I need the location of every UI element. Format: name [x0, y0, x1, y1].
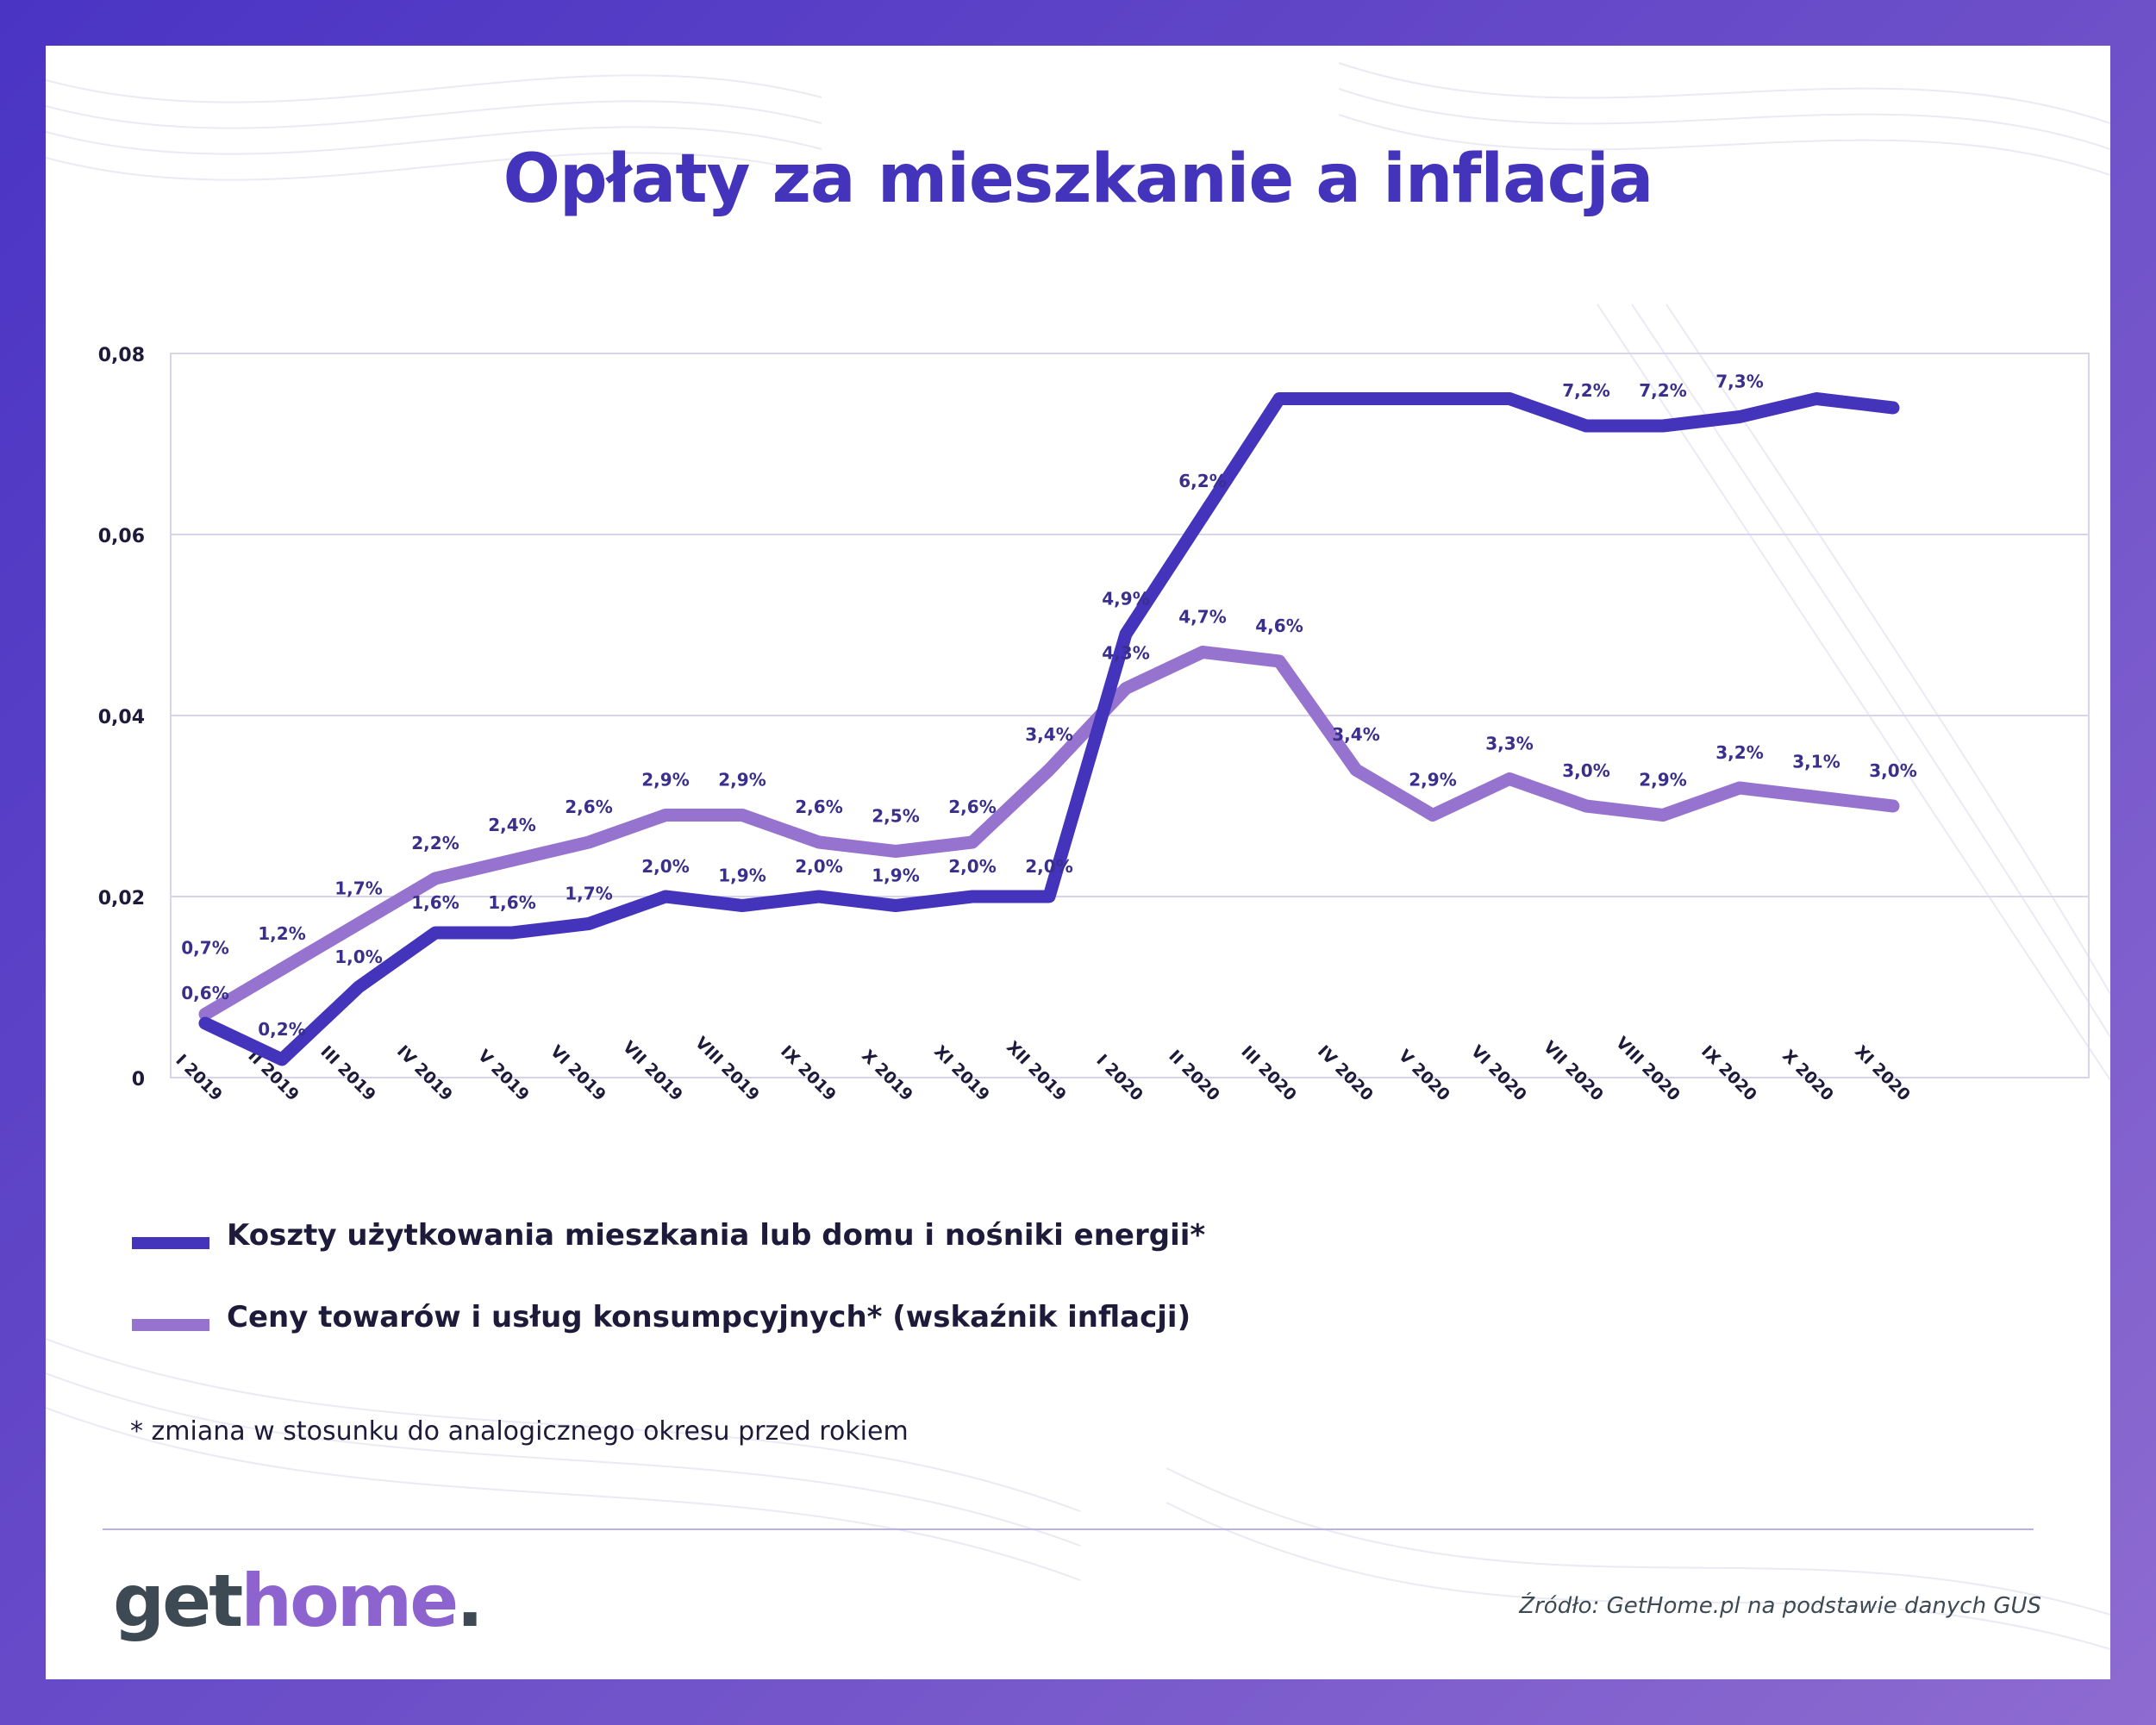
y-tick-label: 0,06 — [98, 526, 145, 547]
line-chart: 00,020,040,060,08I 2019 II 2019 III 2019 IV… — [98, 345, 2090, 1105]
x-tick-label: X 2019 — [858, 1047, 916, 1105]
x-tick-label: V 2020 — [1395, 1047, 1453, 1105]
x-tick-label: III 2020 — [1237, 1042, 1300, 1105]
data-label-inflation: 0,7% — [181, 938, 228, 959]
data-label-inflation: 1,7% — [334, 878, 382, 899]
y-tick-label: 0,02 — [98, 888, 145, 909]
data-label-housing-costs: 7,2% — [1639, 380, 1686, 401]
data-label-housing-costs: 1,7% — [565, 884, 612, 904]
data-label-inflation: 2,9% — [1639, 770, 1686, 791]
x-tick-label: VI 2020 — [1467, 1042, 1530, 1105]
data-label-housing-costs: 1,0% — [334, 947, 382, 967]
data-label-inflation: 2,9% — [1409, 770, 1456, 791]
legend-label-housing-costs: Koszty użytkowania mieszkania lub domu i… — [227, 1218, 1206, 1253]
data-label-inflation: 1,2% — [258, 923, 305, 944]
data-label-inflation: 2,9% — [641, 770, 689, 791]
divider — [103, 1528, 2034, 1530]
data-label-housing-costs: 1,6% — [411, 892, 459, 913]
legend-label-inflation: Ceny towarów i usług konsumpcyjnych* (ws… — [227, 1300, 1191, 1334]
logo-get: get — [113, 1559, 243, 1643]
data-label-housing-costs: 0,2% — [258, 1019, 305, 1040]
x-tick-label: IX 2020 — [1697, 1042, 1760, 1105]
x-tick-label: VIII 2020 — [1612, 1034, 1684, 1105]
data-label-inflation: 3,4% — [1025, 724, 1072, 745]
legend-swatch-inflation — [132, 1319, 209, 1331]
x-tick-label: VIII 2019 — [691, 1034, 763, 1105]
x-tick-label: XI 2019 — [930, 1042, 993, 1105]
data-label-inflation: 2,6% — [948, 797, 996, 817]
data-label-inflation: 2,9% — [718, 770, 766, 791]
data-label-housing-costs: 1,9% — [872, 866, 919, 886]
data-label-housing-costs: 1,9% — [718, 866, 766, 886]
x-tick-label: IX 2019 — [777, 1042, 840, 1105]
data-label-inflation: 3,3% — [1485, 734, 1533, 754]
data-label-inflation: 2,6% — [795, 797, 842, 817]
x-tick-label: XI 2020 — [1851, 1042, 1914, 1105]
logo-home: home — [241, 1559, 459, 1643]
series-line-inflation — [198, 646, 1900, 1021]
data-label-inflation: 2,4% — [488, 815, 535, 835]
logo-dot: . — [456, 1559, 484, 1643]
data-label-inflation: 2,2% — [411, 833, 459, 853]
data-label-housing-costs: 0,6% — [181, 983, 228, 1003]
x-tick-label: II 2020 — [1165, 1047, 1223, 1105]
chart-title: Opłaty za mieszkanie a inflacja — [503, 141, 1654, 218]
data-label-housing-costs: 6,2% — [1178, 471, 1226, 491]
x-tick-label: VII 2019 — [619, 1038, 686, 1105]
data-label-inflation: 2,6% — [565, 797, 612, 817]
data-label-inflation: 2,5% — [872, 806, 919, 827]
data-label-housing-costs: 4,9% — [1102, 589, 1149, 609]
y-tick-label: 0,04 — [98, 707, 145, 728]
data-label-inflation: 3,1% — [1792, 752, 1840, 772]
data-label-inflation: 3,2% — [1715, 742, 1763, 763]
chart-frame: Opłaty za mieszkanie a inflacja 0 0,02 0,0… — [46, 46, 2110, 1679]
data-label-housing-costs: 1,6% — [488, 892, 535, 913]
source-note: Źródło: GetHome.pl na podstawie danych G… — [1519, 1593, 2041, 1619]
y-tick-label: 0,08 — [98, 345, 145, 366]
data-label-housing-costs: 2,0% — [795, 856, 842, 877]
background-wave-pattern — [46, 62, 2110, 1650]
x-tick-label: III 2019 — [316, 1042, 379, 1105]
legend-swatch-housing-costs — [132, 1237, 209, 1249]
x-tick-label: XII 2019 — [1003, 1038, 1070, 1105]
data-label-inflation: 3,0% — [1869, 760, 1916, 781]
data-label-housing-costs: 2,0% — [641, 856, 689, 877]
x-tick-label: IV 2019 — [393, 1042, 456, 1105]
x-tick-label: IV 2020 — [1314, 1042, 1377, 1105]
data-label-housing-costs: 7,3% — [1715, 372, 1763, 392]
data-label-inflation: 3,4% — [1332, 724, 1379, 745]
data-label-housing-costs: 2,0% — [948, 856, 996, 877]
data-label-inflation: 3,0% — [1562, 760, 1609, 781]
y-tick-label: 0 — [132, 1069, 145, 1091]
x-tick-label: VII 2020 — [1540, 1038, 1607, 1105]
data-label-inflation: 4,7% — [1178, 607, 1226, 628]
data-label-housing-costs: 7,2% — [1562, 380, 1609, 401]
footnote: * zmiana w stosunku do analogicznego okr… — [130, 1416, 909, 1447]
x-tick-label: VI 2019 — [547, 1042, 609, 1105]
data-label-housing-costs: 2,0% — [1025, 856, 1072, 877]
x-tick-label: X 2020 — [1778, 1047, 1837, 1105]
series-line-housing-costs — [198, 392, 1900, 1066]
gethome-logo: gethome. — [113, 1559, 484, 1643]
data-label-inflation: 4,3% — [1102, 643, 1149, 664]
data-label-inflation: 4,6% — [1255, 616, 1303, 636]
x-tick-label: V 2019 — [474, 1047, 533, 1105]
